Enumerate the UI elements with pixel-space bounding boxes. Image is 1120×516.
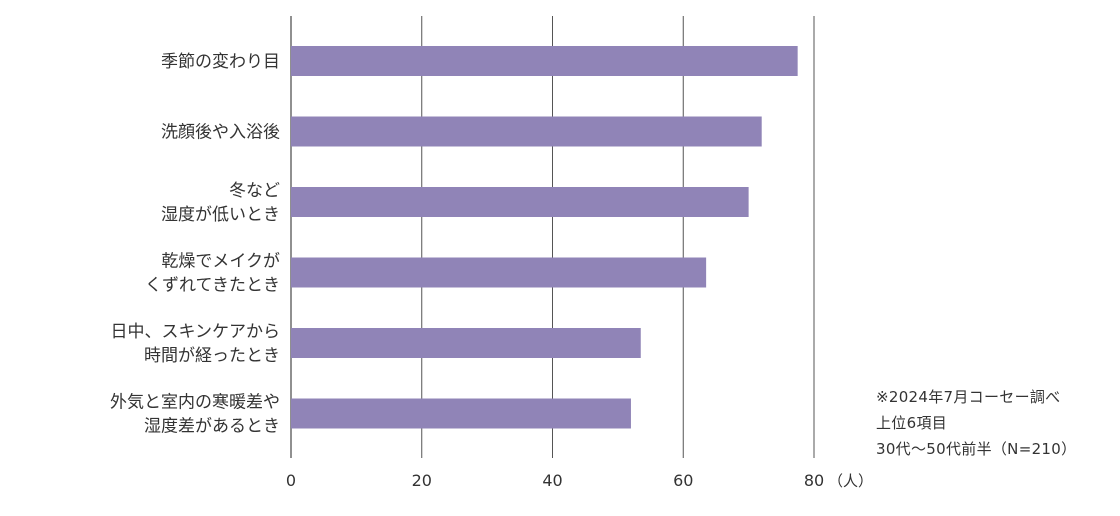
category-label: 時間が経ったとき <box>144 346 280 366</box>
category-label: 日中、スキンケアから <box>111 322 281 342</box>
category-label: 湿度が低いとき <box>161 205 280 225</box>
source-note: ※2024年7月コーセー調べ <box>876 388 1061 406</box>
bar <box>291 187 749 217</box>
x-tick-label: 20 <box>412 471 432 490</box>
category-label: 季節の変わり目 <box>161 52 280 72</box>
category-label: 洗顔後や入浴後 <box>161 123 280 143</box>
bar <box>291 257 707 288</box>
x-tick-label: 40 <box>542 471 562 490</box>
x-tick-label: 60 <box>673 471 693 490</box>
x-tick-label: 0 <box>286 471 296 490</box>
grid-lines <box>290 16 815 458</box>
category-label: 乾燥でメイクが <box>161 252 280 272</box>
bar <box>291 398 631 429</box>
bar <box>291 46 798 76</box>
category-label: くずれてきたとき <box>145 276 280 296</box>
category-labels: 季節の変わり目洗顔後や入浴後冬など湿度が低いとき乾燥でメイクがくずれてきたとき日… <box>110 52 280 437</box>
category-label: 湿度差があるとき <box>144 417 280 437</box>
bar <box>291 116 762 147</box>
category-label: 外気と室内の寒暖差や <box>110 393 280 413</box>
scope-note: 上位6項目 <box>876 414 948 432</box>
x-unit-label: （人） <box>828 472 873 490</box>
x-tick-label: 80 <box>804 471 824 490</box>
x-axis-ticks: 0 20 40 60 80 （人） <box>286 471 873 490</box>
sample-note: 30代〜50代前半（N=210） <box>876 440 1077 458</box>
bar <box>291 328 641 358</box>
category-label: 冬など <box>229 181 280 201</box>
bars <box>291 46 798 429</box>
